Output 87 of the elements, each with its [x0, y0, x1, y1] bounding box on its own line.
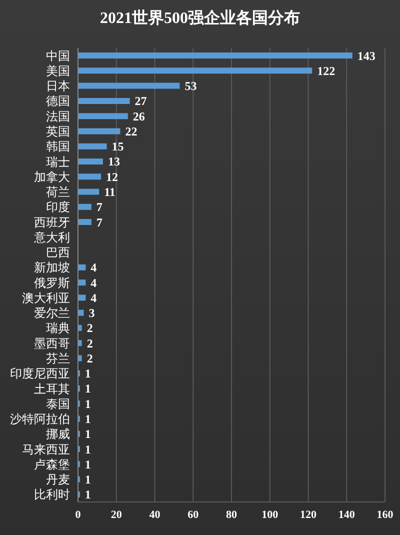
data-label: 122 — [317, 64, 336, 78]
bar — [78, 324, 82, 331]
bar — [78, 82, 180, 89]
data-label: 1 — [84, 488, 91, 502]
data-label: 26 — [132, 109, 145, 124]
data-label: 1 — [84, 427, 91, 442]
x-tick-label: 20 — [110, 508, 122, 521]
bar — [78, 128, 120, 134]
bar — [78, 174, 102, 180]
y-tick-label: 瑞典 — [46, 321, 70, 336]
y-tick-label: 美国 — [46, 64, 70, 78]
y-tick-label: 澳大利亚 — [22, 290, 70, 305]
y-tick-label: 泰国 — [46, 396, 70, 411]
y-tick-label: 沙特阿拉伯 — [10, 412, 70, 426]
bar — [78, 52, 352, 59]
bar — [78, 98, 130, 104]
bar — [78, 143, 107, 150]
y-tick-label: 意大利 — [33, 230, 70, 244]
y-tick-label: 新加坡 — [34, 260, 70, 275]
bar — [78, 280, 86, 286]
bar — [78, 264, 86, 270]
y-tick-label: 瑞士 — [46, 154, 70, 169]
y-tick-label: 芬兰 — [46, 351, 70, 366]
bar — [78, 355, 82, 362]
y-tick-label: 土耳其 — [34, 382, 70, 396]
data-label: 7 — [96, 215, 102, 230]
data-label: 53 — [184, 79, 197, 94]
y-tick-label: 西班牙 — [34, 215, 70, 230]
y-tick-label: 荷兰 — [46, 185, 70, 200]
data-label: 2 — [86, 336, 93, 350]
y-tick-label: 卢森堡 — [34, 457, 70, 472]
data-label: 12 — [106, 170, 118, 184]
data-label: 4 — [90, 290, 97, 305]
y-tick-label: 马来西亚 — [22, 442, 70, 456]
y-tick-label: 韩国 — [46, 140, 70, 154]
bar — [78, 204, 92, 210]
bar — [78, 113, 128, 120]
data-label: 1 — [84, 457, 91, 472]
y-tick-label: 俄罗斯 — [34, 276, 70, 290]
bar — [78, 219, 92, 226]
data-label: 1 — [84, 396, 91, 411]
bar — [78, 340, 82, 346]
data-label: 22 — [125, 124, 138, 138]
x-tick-label: 140 — [338, 508, 356, 521]
y-tick-label: 印度 — [46, 200, 70, 214]
data-label: 7 — [96, 200, 102, 214]
y-tick-label: 丹麦 — [46, 472, 70, 487]
y-tick-label: 英国 — [46, 124, 70, 138]
data-label: 11 — [104, 185, 116, 199]
data-label: 13 — [108, 154, 120, 169]
y-tick-label: 墨西哥 — [34, 336, 70, 350]
y-tick-label: 中国 — [46, 48, 70, 63]
data-label: 27 — [134, 94, 147, 108]
chart-title: 2021世界500强企业各国分布 — [99, 8, 301, 29]
x-tick-label: 40 — [149, 508, 161, 521]
x-tick-label: 60 — [188, 508, 200, 521]
y-tick-label: 印度尼西亚 — [10, 366, 70, 381]
y-tick-label: 爱尔兰 — [34, 306, 70, 320]
data-label: 4 — [90, 276, 97, 290]
x-tick-label: 160 — [376, 508, 394, 521]
y-tick-label: 加拿大 — [34, 170, 70, 184]
data-label: 15 — [112, 140, 124, 154]
y-tick-label: 德国 — [46, 94, 70, 108]
data-label: 1 — [84, 472, 91, 487]
bar — [78, 158, 103, 164]
x-tick-label: 0 — [75, 508, 82, 521]
bar — [78, 294, 86, 301]
data-label: 1 — [84, 412, 91, 426]
bar — [78, 188, 100, 195]
data-label: 3 — [88, 306, 95, 320]
y-tick-label: 日本 — [46, 79, 70, 94]
data-label: 1 — [84, 442, 91, 456]
y-tick-label: 挪威 — [46, 427, 70, 442]
data-label: 1 — [84, 382, 91, 396]
y-tick-label: 比利时 — [34, 488, 70, 502]
y-tick-label: 法国 — [46, 109, 70, 124]
bar — [78, 68, 312, 74]
data-label: 2 — [86, 351, 93, 366]
bar — [78, 310, 84, 316]
y-tick-label: 巴西 — [46, 246, 70, 260]
data-label: 143 — [357, 48, 376, 63]
x-tick-label: 100 — [262, 508, 279, 521]
x-tick-label: 120 — [300, 508, 317, 521]
data-label: 4 — [90, 260, 97, 275]
data-label: 2 — [86, 321, 93, 336]
x-tick-label: 80 — [226, 508, 238, 521]
data-label: 1 — [84, 366, 91, 381]
